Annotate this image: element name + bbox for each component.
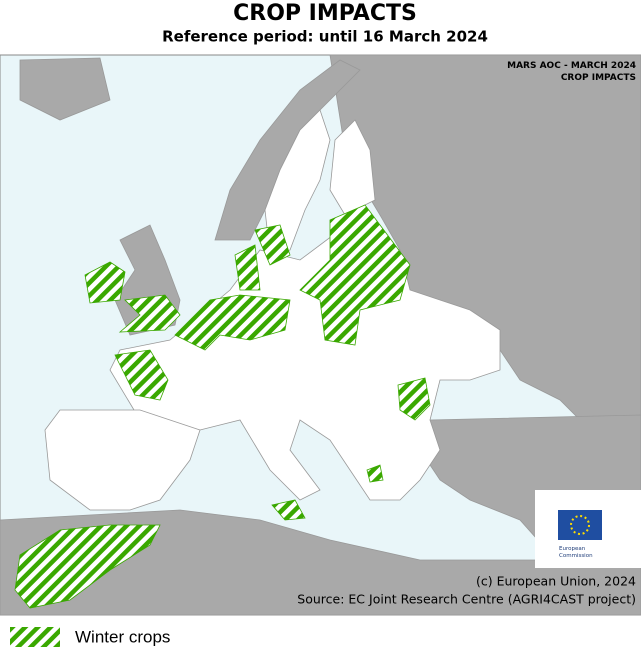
eu-land <box>109 229 501 501</box>
hatched-region <box>254 224 291 266</box>
eu-land <box>329 119 376 216</box>
logo-text: Commission <box>559 553 593 559</box>
hatched-region <box>271 499 306 521</box>
map-subtitle: Reference period: until 16 March 2024 <box>162 28 488 46</box>
eu-land <box>44 409 201 511</box>
legend-label: Winter crops <box>75 627 170 646</box>
hatched-region <box>14 524 161 609</box>
legend: Winter crops <box>10 627 170 647</box>
map-area: MARS AOC - MARCH 2024 CROP IMPACTS Europ… <box>0 54 641 616</box>
credit: Source: EC Joint Research Centre (AGRI4C… <box>297 592 636 607</box>
map-title: CROP IMPACTS <box>233 1 417 26</box>
logo: European Commission <box>535 490 641 568</box>
hatched-region <box>299 204 411 346</box>
hatched-region <box>84 261 126 304</box>
legend-swatch <box>10 627 60 647</box>
hatched-region <box>366 464 384 483</box>
eu-flag <box>558 510 602 540</box>
hatched-region <box>234 244 261 291</box>
hatched-region <box>118 294 181 333</box>
hatched-region <box>114 349 169 401</box>
eu-stars <box>570 515 590 535</box>
corner-label: MARS AOC - MARCH 2024 <box>507 61 636 71</box>
non-eu-land <box>214 59 361 241</box>
credit: (c) European Union, 2024 <box>476 574 636 589</box>
non-eu-land <box>0 509 641 616</box>
non-eu-land <box>19 57 111 121</box>
logo-text: European <box>559 546 586 552</box>
hatched-region <box>174 294 291 351</box>
corner-label: CROP IMPACTS <box>561 73 636 83</box>
hatched-region <box>397 377 431 421</box>
